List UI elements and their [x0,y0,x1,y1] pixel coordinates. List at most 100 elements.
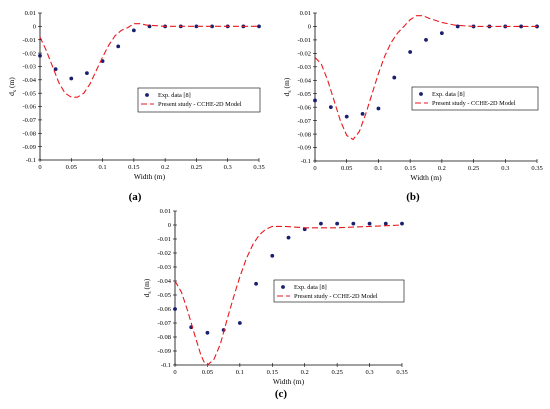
x-tick-label: 0.3 [224,164,232,171]
y-tick-label: -0.06 [297,104,311,111]
y-axis-label-main: d [142,293,151,297]
exp-data-point [210,24,214,29]
y-axis-label-unit: (m) [282,77,291,90]
x-tick-label: 0.35 [253,164,264,171]
y-tick-label: -0.02 [22,50,36,57]
exp-data-point [360,112,365,116]
x-tick-label: 0.3 [366,369,374,376]
y-axis-label-subscript: s [287,90,293,92]
exp-data-point [69,76,74,81]
x-tick-label: 0.1 [99,164,107,171]
y-tick-label: -0.02 [157,250,171,257]
y-tick-label: -0.04 [22,77,36,84]
x-tick-label: 0.15 [404,165,415,172]
exp-data-point [383,221,388,226]
chart-panel-1: 0.01 0 -0.01 -0.02 -0.03 -0.04 -0.05 -0.06 -0.07… [7,10,265,203]
y-axis-label-unit: (m) [7,77,16,90]
y-tick-label: -0.08 [22,130,36,137]
x-axis-label: Width (m) [134,172,166,181]
x-tick-label: 0.05 [341,165,352,172]
x-tick-label: 0.3 [501,165,509,172]
exp-data-point [254,281,258,286]
chart-panel-3: 0.01 0 -0.01 -0.02 -0.03 -0.04 -0.05 -0.06 -0.07… [142,208,408,400]
x-tick-label: 0.15 [128,164,139,171]
y-axis-label: ds (m) [142,278,153,297]
x-tick-label: 0.05 [202,369,213,376]
exp-data-point [439,31,444,36]
y-tick-label: -0.09 [22,144,36,151]
exp-data-point [53,67,58,72]
legend-label-exp: Exp. data [8] [158,92,191,99]
y-tick-label: 0 [168,222,171,229]
x-tick-label: 0.05 [66,164,77,171]
y-tick-label: -0.03 [157,264,171,271]
legend-box [411,86,539,111]
exp-data-point [455,24,460,29]
legend-label-model: Present study - CCHE-2D Model [158,101,242,108]
exp-data-point [116,44,121,49]
legend-label-model: Present study - CCHE-2D Model [294,293,378,300]
exp-data-point [270,253,275,258]
exp-data-point [38,53,42,58]
y-tick-label: -0.1 [26,157,36,164]
exp-data-point [319,221,323,226]
y-tick-label: -0.07 [297,118,311,125]
exp-data-point [392,75,397,80]
y-axis-label-subscript: s [147,291,153,293]
legend-box [137,87,261,113]
y-tick-label: -0.03 [22,64,36,71]
legend-marker-exp [145,93,149,97]
model-series-line [314,15,537,141]
x-axis-label: Width (m) [273,377,305,386]
y-tick-label: -0.09 [297,145,311,152]
x-tick-label: 0.15 [267,369,278,376]
exp-data-point [376,106,381,111]
y-tick-label: -0.1 [301,158,311,165]
legend-label-model: Present study - CCHE-2D Model [432,100,516,107]
x-tick-label: 0.35 [396,369,407,376]
y-tick-label: -0.03 [297,64,311,71]
chart-panel-2: 0.01 0 -0.01 -0.02 -0.03 -0.04 -0.05 -0.06 -0.07… [282,10,543,203]
x-tick-label: 0.1 [374,165,382,172]
panel-label: (b) [406,191,420,203]
y-tick-label: -0.04 [157,278,171,285]
y-tick-label: -0.05 [297,91,311,98]
exp-data-point [344,114,349,119]
x-tick-label: 0.35 [531,165,542,172]
x-tick-label: 0 [38,164,41,171]
y-tick-label: -0.09 [157,348,171,355]
exp-data-point [351,221,356,226]
exp-data-point [237,321,242,325]
exp-data-point [335,221,340,226]
exp-data-point [85,71,89,76]
x-tick-label: 0.2 [301,369,309,376]
legend-box [273,279,405,303]
exp-data-point [400,221,404,226]
legend-label-exp: Exp. data [8] [432,91,465,98]
exp-data-point [328,105,333,110]
y-axis-label: ds (m) [7,77,18,96]
exp-data-point [286,235,291,240]
x-tick-label: 0.2 [438,165,446,172]
y-tick-label: 0.01 [25,10,36,17]
exp-data-point [519,24,524,29]
model-series-line [174,224,403,366]
y-tick-label: -0.01 [297,37,311,44]
x-tick-label: 0.2 [161,164,169,171]
y-tick-label: -0.08 [297,131,311,138]
y-tick-label: -0.08 [157,334,171,341]
y-axis-label-main: d [7,92,16,96]
exp-data-point [424,38,428,42]
exp-data-point [205,330,210,335]
panel-label: (c) [275,388,288,400]
x-tick-label: 0.25 [331,369,342,376]
legend-marker-exp [419,92,423,96]
legend-label-exp: Exp. data [8] [294,284,327,291]
y-tick-label: 0 [308,24,311,31]
x-tick-label: 0.25 [468,165,479,172]
x-tick-label: 0.1 [236,369,244,376]
exp-data-point [367,221,372,226]
exp-data-point [408,50,413,54]
y-tick-label: -0.05 [157,292,171,299]
